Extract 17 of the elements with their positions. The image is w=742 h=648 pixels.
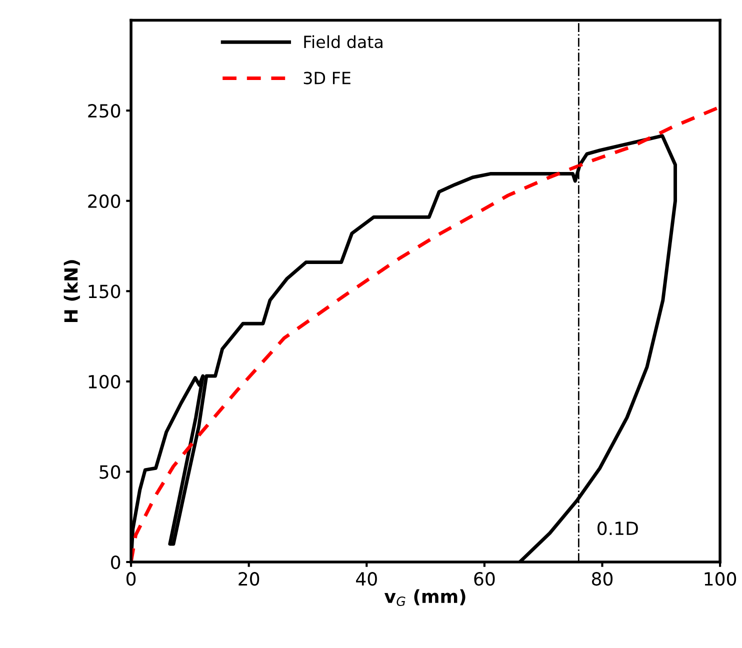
y-tick-label: 0 — [111, 555, 120, 570]
legend-label: Field data — [304, 35, 382, 48]
x-tick-label: 20 — [238, 572, 260, 586]
y-tick-label: 200 — [88, 194, 120, 208]
legend-label: 3D FE — [304, 72, 350, 84]
y-tick-label: 50 — [100, 465, 120, 479]
y-tick-label: 150 — [88, 284, 120, 298]
x-tick-label: 0 — [126, 572, 136, 586]
y-tick-label: 250 — [88, 104, 120, 118]
x-tick-label: 100 — [704, 572, 736, 586]
ref-line-label: 0.1D — [598, 522, 638, 536]
y-axis-title: H (kN) — [64, 260, 80, 322]
x-tick-label: 40 — [356, 572, 377, 586]
x-axis-title: v$_{G}$ (mm) — [384, 589, 466, 606]
x-tick-label: 60 — [474, 572, 495, 586]
y-tick-label: 100 — [88, 374, 120, 389]
x-tick-label: 80 — [592, 572, 613, 586]
